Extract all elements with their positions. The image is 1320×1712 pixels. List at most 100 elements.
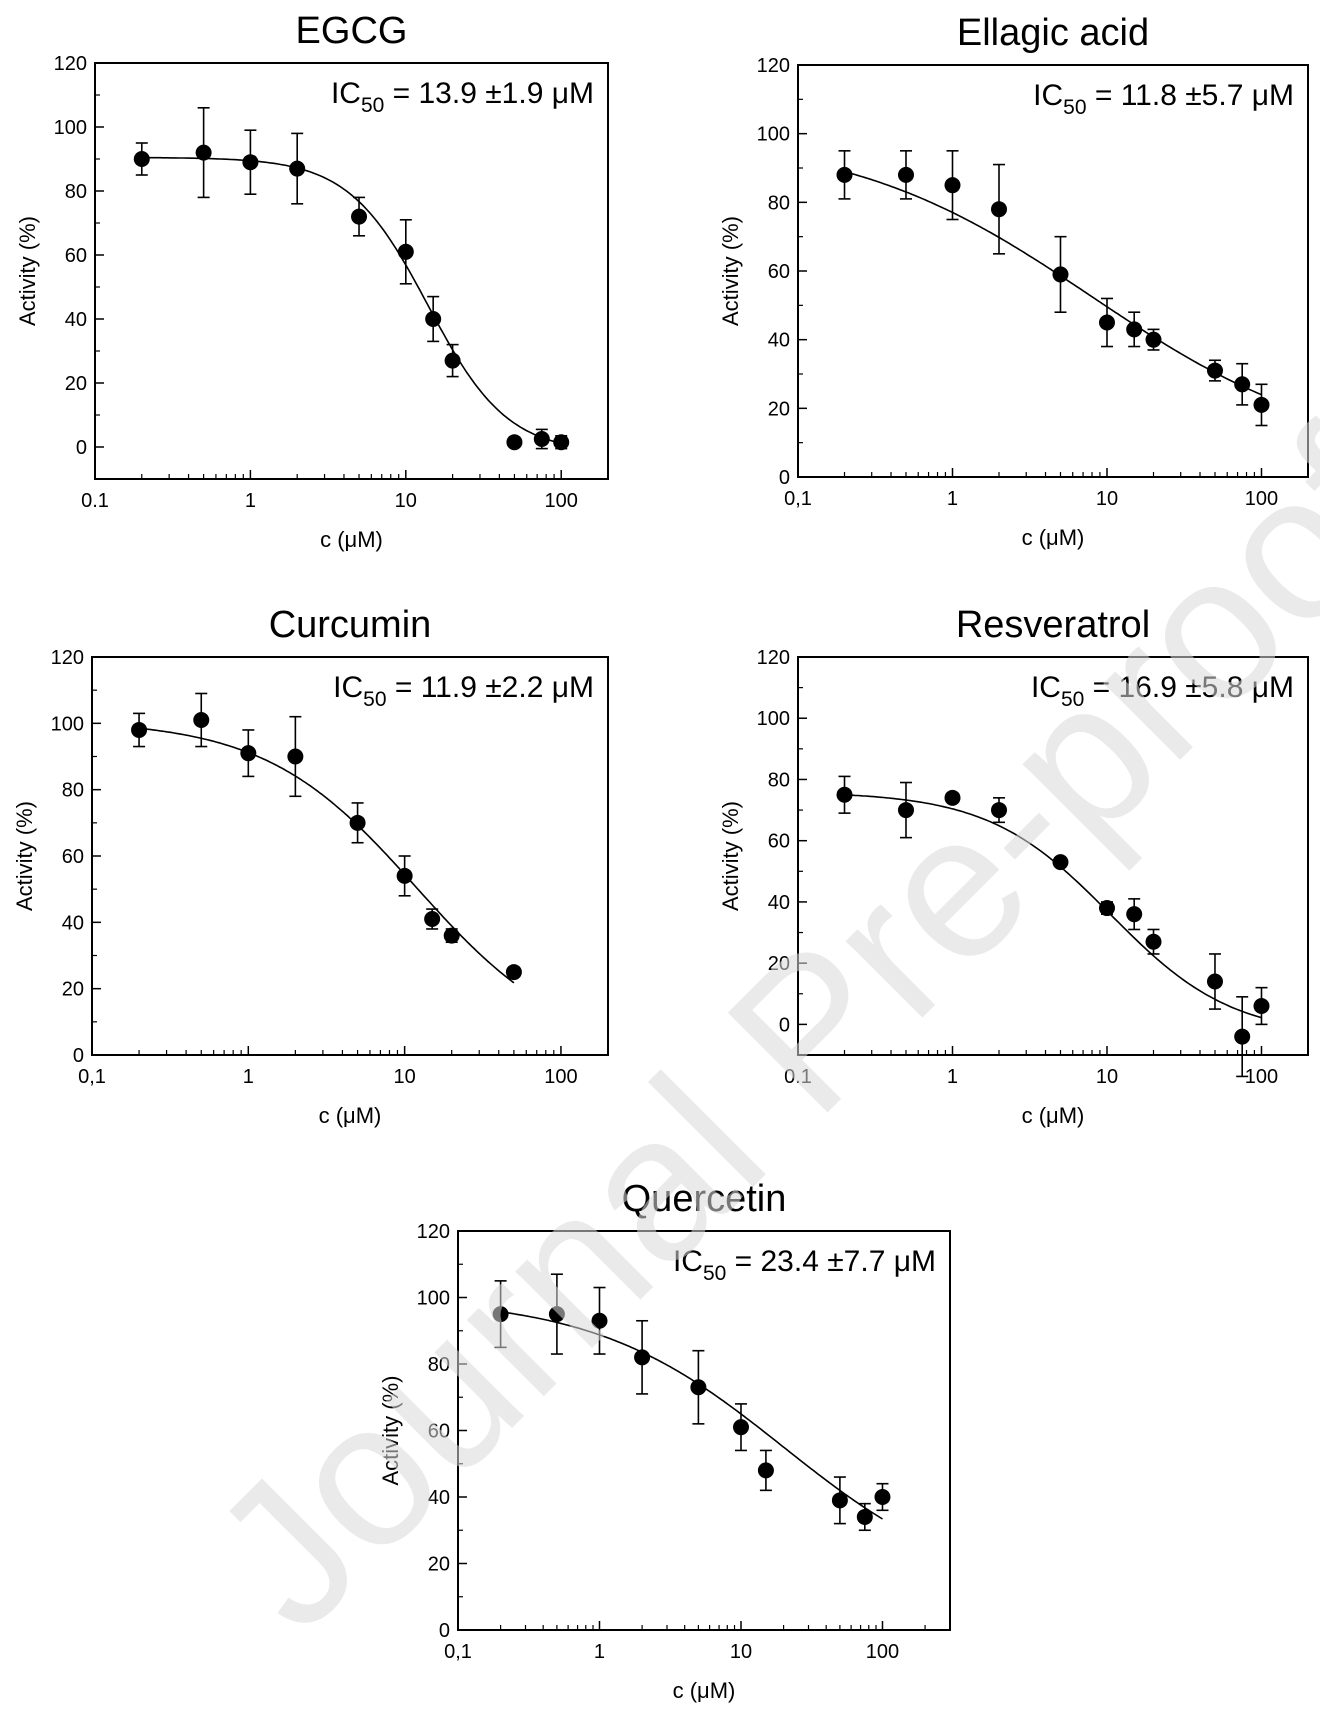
ic50-subscript: 50 bbox=[361, 94, 384, 117]
x-tick-label: 100 bbox=[866, 1641, 899, 1663]
y-tick-label: 0 bbox=[779, 1014, 790, 1036]
data-point bbox=[836, 786, 853, 803]
data-point bbox=[444, 352, 461, 369]
data-point bbox=[991, 201, 1008, 218]
data-point bbox=[634, 1349, 651, 1366]
ic50-subscript: 50 bbox=[363, 688, 386, 711]
data-point bbox=[991, 802, 1008, 819]
ic50-value: = 16.9 ±5.8 μM bbox=[1084, 671, 1294, 704]
data-point bbox=[1098, 900, 1115, 917]
y-tick-label: 120 bbox=[51, 647, 84, 669]
chart-title: Ellagic acid bbox=[957, 12, 1149, 54]
y-tick-label: 60 bbox=[768, 261, 790, 283]
ic50-value: = 13.9 ±1.9 μM bbox=[384, 77, 594, 110]
x-axis-label: c (μM) bbox=[319, 1103, 382, 1128]
data-point bbox=[397, 243, 414, 260]
chart-title: Curcumin bbox=[269, 604, 432, 646]
y-tick-label: 40 bbox=[62, 912, 84, 934]
data-point bbox=[506, 434, 523, 451]
data-point bbox=[533, 431, 550, 447]
x-tick-label: 1 bbox=[947, 1066, 958, 1088]
y-tick-label: 120 bbox=[417, 1221, 450, 1243]
data-point bbox=[443, 927, 460, 944]
y-tick-label: 120 bbox=[757, 55, 790, 77]
x-tick-label: 10 bbox=[730, 1641, 752, 1663]
x-tick-label: 0,1 bbox=[784, 488, 812, 510]
data-point bbox=[1253, 396, 1270, 413]
fit-curve bbox=[500, 1311, 883, 1520]
y-tick-label: 0 bbox=[73, 1045, 84, 1067]
ic50-value: = 11.8 ±5.7 μM bbox=[1087, 79, 1294, 112]
data-point bbox=[591, 1312, 608, 1329]
data-point bbox=[944, 177, 961, 194]
ic50-value: = 23.4 ±7.7 μM bbox=[726, 1245, 936, 1278]
y-tick-label: 80 bbox=[62, 780, 84, 802]
data-point bbox=[242, 154, 259, 171]
plot-frame bbox=[797, 656, 1309, 1056]
y-tick-label: 120 bbox=[54, 53, 87, 75]
y-tick-label: 100 bbox=[757, 708, 790, 730]
ic50-value: = 11.9 ±2.2 μM bbox=[387, 671, 594, 704]
ic50-subscript: 50 bbox=[1061, 688, 1084, 711]
y-tick-label: 40 bbox=[428, 1487, 450, 1509]
data-point bbox=[193, 712, 210, 729]
data-point bbox=[1253, 998, 1270, 1015]
x-tick-label: 1 bbox=[947, 488, 958, 510]
data-point bbox=[757, 1462, 774, 1479]
ic50-annotation: IC50 = 16.9 ±5.8 μM bbox=[1031, 671, 1294, 711]
ic50-prefix: IC bbox=[1031, 671, 1061, 704]
panel-4: Resveratrol IC50 = 16.9 ±5.8 μM 0 20 40 60 80 1… bbox=[718, 604, 1309, 1128]
panel-2: Ellagic acid IC50 = 11.8 ±5.7 μM 0 20 40 60 80… bbox=[718, 12, 1309, 550]
x-tick-label: 10 bbox=[1096, 488, 1118, 510]
y-axis-label: Activity (%) bbox=[718, 216, 743, 326]
panel-3: Curcumin IC50 = 11.9 ±2.2 μM 0 20 40 60 80 100 1… bbox=[12, 604, 609, 1128]
fit-curve bbox=[139, 727, 515, 984]
ic50-annotation: IC50 = 13.9 ±1.9 μM bbox=[331, 77, 594, 117]
data-point bbox=[897, 166, 914, 183]
x-tick-label: 100 bbox=[545, 490, 578, 512]
data-point bbox=[1234, 376, 1251, 393]
y-axis-label: Activity (%) bbox=[12, 801, 37, 911]
fit-curve bbox=[844, 170, 1262, 396]
data-point bbox=[1098, 314, 1115, 331]
y-axis-label: Activity (%) bbox=[378, 1376, 403, 1486]
y-tick-label: 40 bbox=[768, 892, 790, 914]
ic50-prefix: IC bbox=[673, 1245, 703, 1278]
data-point bbox=[690, 1379, 707, 1396]
data-point bbox=[1126, 321, 1143, 338]
data-point bbox=[874, 1489, 891, 1505]
data-point bbox=[1206, 973, 1223, 990]
data-point bbox=[492, 1306, 509, 1323]
y-tick-label: 40 bbox=[768, 330, 790, 352]
y-tick-label: 80 bbox=[428, 1354, 450, 1376]
chart-title: Quercetin bbox=[622, 1178, 787, 1220]
data-point bbox=[195, 144, 212, 161]
data-point bbox=[240, 745, 257, 762]
y-tick-label: 100 bbox=[54, 117, 87, 139]
x-axis-label: c (μM) bbox=[1022, 525, 1085, 550]
data-point bbox=[944, 789, 961, 806]
data-point bbox=[1052, 266, 1069, 283]
y-axis-label: Activity (%) bbox=[718, 801, 743, 911]
ic50-subscript: 50 bbox=[1063, 96, 1086, 119]
chart-title: EGCG bbox=[296, 10, 408, 52]
chart-title: Resveratrol bbox=[956, 604, 1150, 646]
plot-frame bbox=[94, 62, 609, 480]
x-tick-label: 10 bbox=[394, 1066, 416, 1088]
data-point bbox=[287, 748, 304, 765]
ic50-prefix: IC bbox=[333, 671, 363, 704]
data-point bbox=[831, 1492, 848, 1509]
data-point bbox=[131, 721, 148, 738]
y-tick-label: 0 bbox=[76, 437, 87, 459]
x-tick-label: 100 bbox=[1245, 488, 1278, 510]
x-tick-label: 10 bbox=[1096, 1066, 1118, 1088]
y-tick-label: 60 bbox=[428, 1421, 450, 1443]
x-tick-label: 1 bbox=[594, 1641, 605, 1663]
x-tick-label: 100 bbox=[544, 1066, 577, 1088]
data-point bbox=[856, 1508, 873, 1525]
y-tick-label: 100 bbox=[417, 1288, 450, 1310]
y-tick-label: 20 bbox=[62, 979, 84, 1001]
ic50-annotation: IC50 = 11.8 ±5.7 μM bbox=[1033, 79, 1294, 119]
